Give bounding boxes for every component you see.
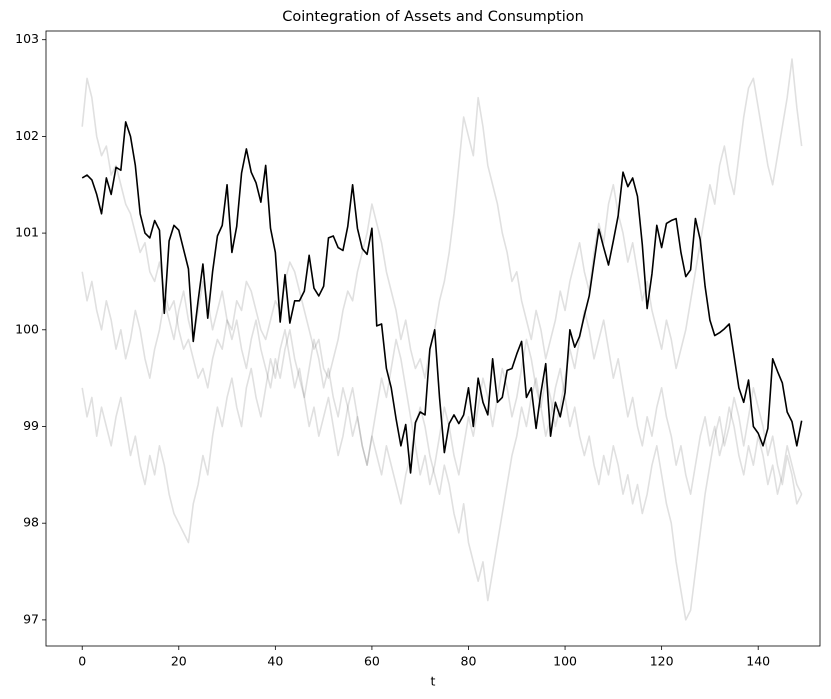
x-tick-label: 80: [461, 654, 477, 669]
plot-area: [81, 58, 803, 621]
y-tick-label: 99: [23, 418, 39, 433]
x-tick-label: 40: [267, 654, 283, 669]
y-tick-label: 103: [15, 31, 39, 46]
y-tick-label: 100: [15, 321, 39, 336]
series-line: [81, 121, 803, 474]
y-tick-label: 97: [23, 611, 39, 626]
y-tick-label: 102: [15, 128, 39, 143]
x-axis-label: t: [431, 674, 436, 689]
x-tick-label: 20: [171, 654, 187, 669]
x-tick-label: 0: [78, 654, 86, 669]
y-tick-label: 98: [23, 515, 39, 530]
series-line: [81, 58, 803, 389]
series-line: [81, 271, 803, 621]
axes-frame: [45, 30, 821, 647]
chart-title: Cointegration of Assets and Consumption: [282, 9, 584, 25]
x-tick-label: 120: [650, 654, 674, 669]
y-tick-label: 101: [15, 225, 39, 240]
x-tick-label: 100: [553, 654, 577, 669]
x-tick-label: 60: [364, 654, 380, 669]
x-tick-label: 140: [746, 654, 770, 669]
